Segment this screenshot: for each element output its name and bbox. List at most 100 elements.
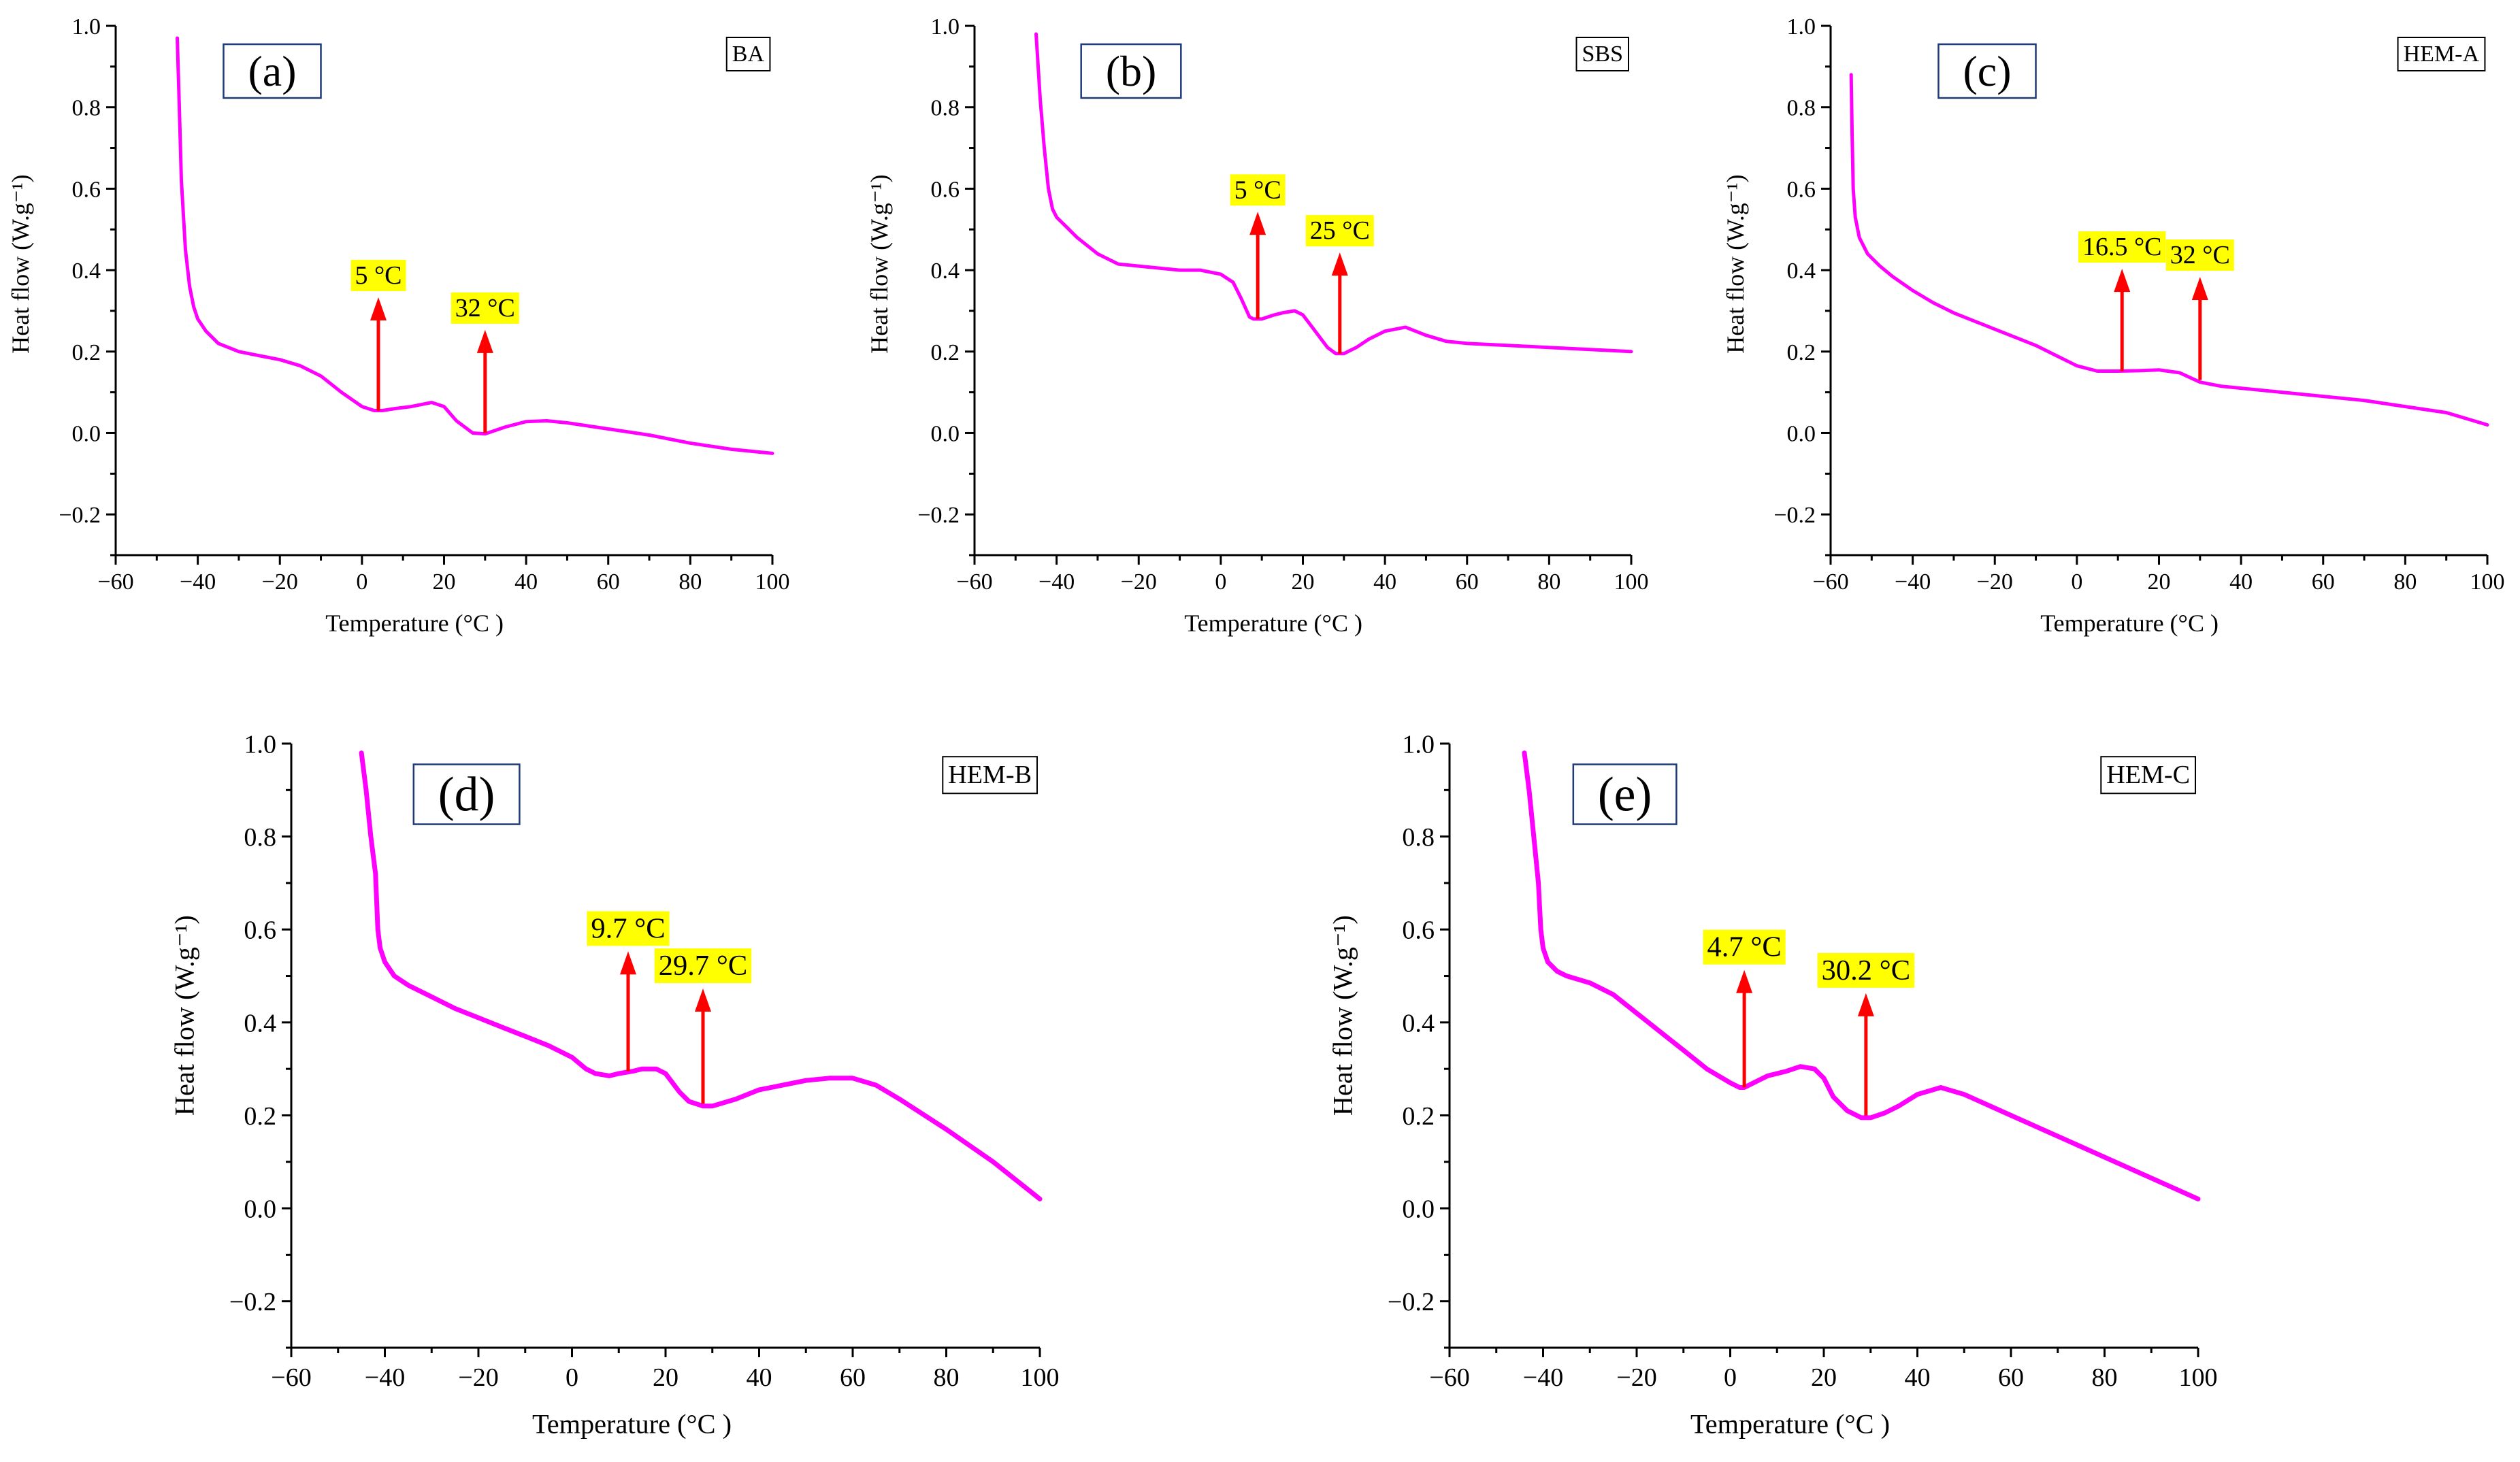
y-axis-title: Heat flow (W.g⁻¹) bbox=[169, 915, 200, 1116]
panel-c: −60 −40 −20 0 20 40 60 80 100 −0.2 0.0 0.2 0.4 0.6 0.8… bbox=[1722, 14, 2505, 637]
legend: HEM-B bbox=[942, 756, 1038, 795]
annotation-arrowhead bbox=[2114, 269, 2131, 293]
annotation-label: 32 °C bbox=[2165, 239, 2234, 271]
x-tick-label: 60 bbox=[2312, 569, 2335, 595]
panel-label-text: (c) bbox=[1963, 47, 2011, 95]
y-tick-label: 0.2 bbox=[931, 340, 960, 365]
panel-label: (c) bbox=[1937, 43, 2037, 99]
y-tick-label: 0.0 bbox=[931, 421, 960, 446]
series-line bbox=[1522, 750, 2201, 1201]
annotation-highlight bbox=[451, 292, 519, 324]
y-axis-title: Heat flow (W.g⁻¹) bbox=[1722, 174, 1749, 353]
x-tick-label: 80 bbox=[678, 569, 702, 595]
panel-label: (a) bbox=[223, 43, 322, 99]
y-axis-title: Heat flow (W.g⁻¹) bbox=[7, 174, 34, 353]
x-tick-label: 60 bbox=[597, 569, 620, 595]
y-tick-label: 1.0 bbox=[244, 730, 276, 759]
legend-box bbox=[2100, 756, 2196, 795]
annotation-arrowhead bbox=[620, 951, 636, 975]
y-tick-label: 0.8 bbox=[1402, 823, 1435, 852]
x-tick-label: 80 bbox=[2393, 569, 2417, 595]
x-tick-label: −20 bbox=[1977, 569, 2013, 595]
annotation-label: 29.7 °C bbox=[654, 948, 752, 984]
panel-label: (d) bbox=[412, 763, 521, 825]
panel-label-box bbox=[1937, 43, 2037, 99]
legend: SBS bbox=[1575, 37, 1629, 71]
x-tick-label: 0 bbox=[1724, 1363, 1737, 1392]
y-tick-label: −0.2 bbox=[1388, 1288, 1435, 1316]
x-tick-label: 40 bbox=[1373, 569, 1396, 595]
annotation-arrowhead bbox=[1331, 252, 1348, 276]
y-tick-label: 0.2 bbox=[1402, 1102, 1435, 1131]
annotation-highlight bbox=[587, 911, 670, 946]
x-tick-label: 0 bbox=[2071, 569, 2082, 595]
x-tick-label: 80 bbox=[1537, 569, 1560, 595]
annotation-text: 5 °C bbox=[1234, 176, 1281, 204]
x-tick-label: 0 bbox=[1215, 569, 1226, 595]
x-tick-label: 40 bbox=[746, 1363, 772, 1392]
panel-label-box bbox=[223, 43, 322, 99]
annotation-arrowhead bbox=[1249, 212, 1266, 235]
y-tick-label: 0.0 bbox=[72, 421, 101, 446]
annotation-text: 16.5 °C bbox=[2082, 233, 2162, 261]
annotation-arrowhead bbox=[476, 329, 493, 353]
x-tick-label: −20 bbox=[262, 569, 298, 595]
legend-label: BA bbox=[732, 41, 765, 67]
annotation-arrowhead bbox=[370, 297, 387, 320]
x-tick-label: −40 bbox=[180, 569, 216, 595]
legend-label: HEM-C bbox=[2106, 761, 2190, 789]
annotation-label: 30.2 °C bbox=[1817, 952, 1915, 988]
annotation-highlight bbox=[1703, 929, 1786, 965]
annotation-highlight bbox=[2165, 239, 2234, 271]
x-tick-label: 20 bbox=[433, 569, 456, 595]
legend-box bbox=[1575, 37, 1629, 71]
panel-label: (b) bbox=[1080, 43, 1182, 99]
x-axis-title: Temperature (°C ) bbox=[532, 1408, 732, 1439]
y-tick-label: −0.2 bbox=[1773, 503, 1816, 528]
x-tick-label: 100 bbox=[1020, 1363, 1059, 1392]
annotation-label: 4.7 °C bbox=[1703, 929, 1786, 965]
x-tick-label: −60 bbox=[97, 569, 133, 595]
series-line bbox=[359, 750, 1043, 1201]
annotation-label: 5 °C bbox=[1230, 174, 1286, 206]
y-tick-label: 0.0 bbox=[1402, 1195, 1435, 1224]
x-tick-label: 40 bbox=[2229, 569, 2253, 595]
panel-label-box bbox=[1572, 763, 1678, 825]
x-axis-title: Temperature (°C ) bbox=[325, 610, 504, 637]
annotation-arrowhead bbox=[1736, 969, 1753, 993]
x-tick-label: 100 bbox=[2178, 1363, 2217, 1392]
annotation-label: 9.7 °C bbox=[587, 911, 670, 946]
annotation-highlight bbox=[350, 259, 406, 291]
y-tick-label: 1.0 bbox=[72, 14, 101, 39]
panel-label: (e) bbox=[1572, 763, 1678, 825]
y-tick-label: 0.8 bbox=[244, 823, 276, 852]
series-line bbox=[176, 36, 774, 455]
annotation-label: 25 °C bbox=[1305, 215, 1374, 247]
x-tick-label: 60 bbox=[1456, 569, 1479, 595]
panel-b: −60 −40 −20 0 20 40 60 80 100 −0.2 0.0 0.2 0.4 0.6 0.8… bbox=[866, 14, 1649, 637]
y-tick-label: 0.4 bbox=[72, 259, 101, 284]
x-axis-title: Temperature (°C ) bbox=[1690, 1408, 1890, 1439]
x-tick-label: 100 bbox=[1614, 569, 1649, 595]
y-tick-label: 0.4 bbox=[244, 1009, 276, 1037]
legend-box bbox=[725, 37, 771, 71]
y-tick-label: 0.0 bbox=[1787, 421, 1816, 446]
y-tick-label: 1.0 bbox=[1787, 14, 1816, 39]
x-tick-label: 100 bbox=[2470, 569, 2505, 595]
legend-box bbox=[942, 756, 1038, 795]
y-axis-title: Heat flow (W.g⁻¹) bbox=[866, 174, 893, 353]
y-tick-label: 0.4 bbox=[1402, 1009, 1435, 1037]
y-tick-label: −0.2 bbox=[59, 503, 101, 528]
x-tick-label: 20 bbox=[1292, 569, 1315, 595]
x-tick-label: 80 bbox=[933, 1363, 959, 1392]
y-tick-label: 0.6 bbox=[1787, 177, 1816, 202]
annotation-text: 30.2 °C bbox=[1822, 954, 1911, 986]
x-tick-label: −20 bbox=[1121, 569, 1157, 595]
panel-d: −60 −40 −20 0 20 40 60 80 100 −0.2 0.0 0.2 0.4 0.6 0.8… bbox=[169, 730, 1060, 1439]
y-tick-label: 0.2 bbox=[1787, 340, 1816, 365]
x-tick-label: −20 bbox=[458, 1363, 499, 1392]
annotation-label: 5 °C bbox=[350, 259, 406, 291]
x-tick-label: −60 bbox=[1429, 1363, 1470, 1392]
y-tick-label: 0.8 bbox=[72, 96, 101, 121]
